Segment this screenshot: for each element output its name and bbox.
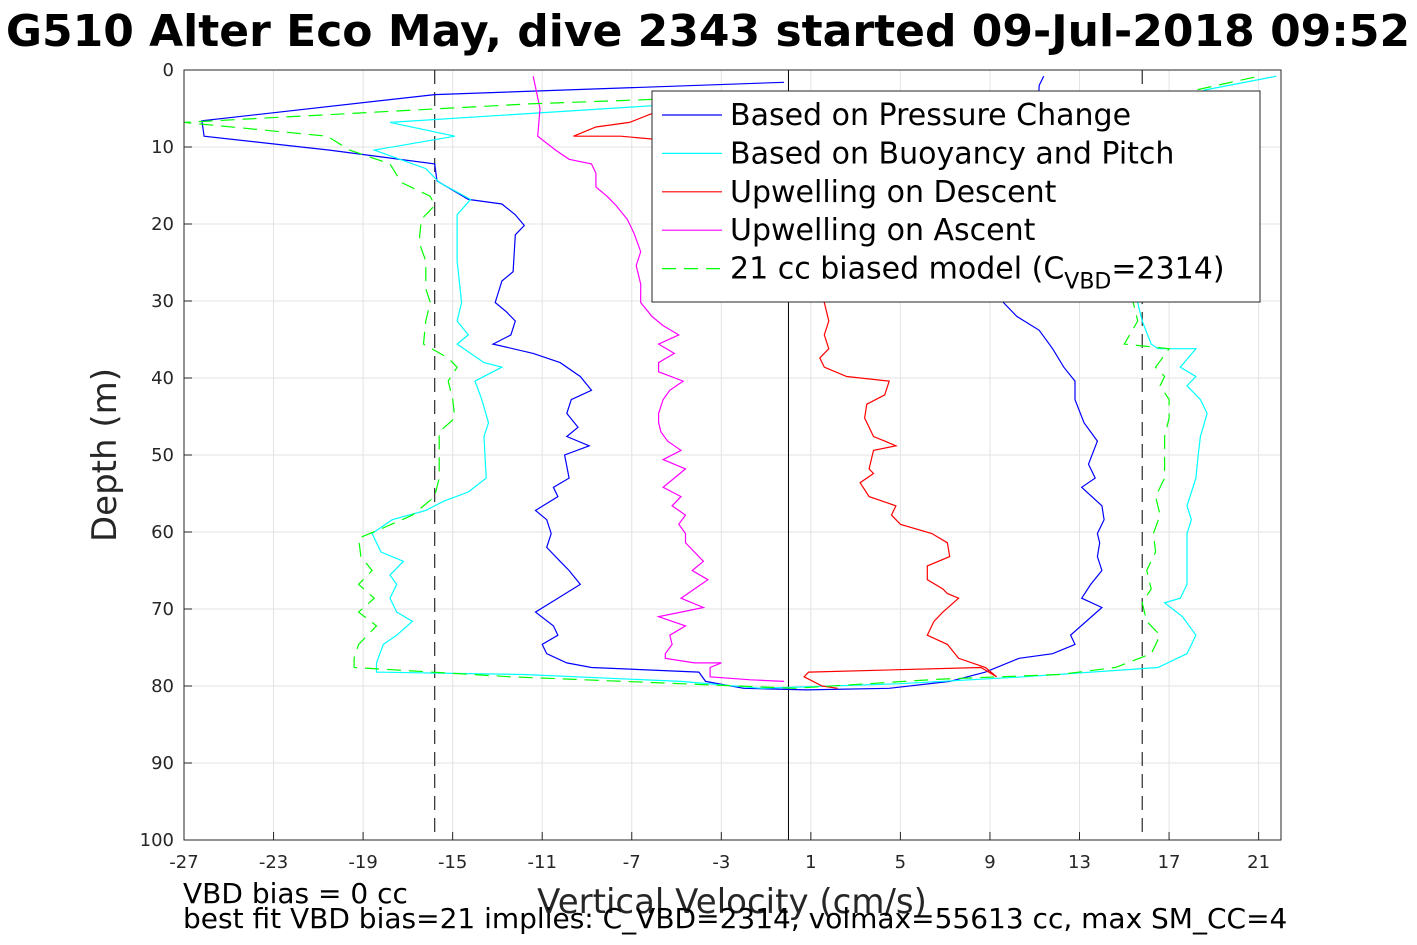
y-tick-label: 100 [140, 830, 174, 851]
footer-best-fit: best fit VBD bias=21 implies: C_VBD=2314… [183, 902, 1287, 935]
y-axis-label: Depth (m) [85, 368, 125, 542]
series-line-1 [201, 75, 1105, 691]
data-series [183, 75, 1277, 691]
x-axis-label: Vertical Velocity (cm/s) [537, 882, 927, 922]
y-tick-label: 60 [151, 522, 174, 543]
x-tick-label: 17 [1158, 852, 1181, 873]
y-tick-label: 30 [151, 291, 174, 312]
legend-label-3: Upwelling on Descent [730, 175, 1057, 210]
y-tick-label: 40 [151, 368, 174, 389]
y-tick-label: 70 [151, 599, 174, 620]
x-tick-label: 9 [984, 852, 995, 873]
y-tick-label: 90 [151, 753, 174, 774]
axis-ticks: -27 -23 -19 -15 -11 -7 -3 1 5 9 13 17 21 0 10 20 30 40 50 6… [140, 60, 1270, 873]
y-tick-label: 50 [151, 445, 174, 466]
legend-label-5: 21 cc biased model (CVBD=2314) [730, 252, 1225, 295]
series-line-3 [573, 103, 998, 689]
legend-label-4: Upwelling on Ascent [730, 213, 1036, 248]
x-tick-label: 5 [895, 852, 906, 873]
x-tick-label: -27 [169, 852, 198, 873]
y-tick-label: 80 [151, 676, 174, 697]
x-tick-label: 13 [1068, 852, 1091, 873]
x-tick-label: -23 [259, 852, 288, 873]
y-tick-label: 0 [163, 60, 174, 81]
chart-title: G510 Alter Eco May, dive 2343 started 09… [6, 6, 1410, 57]
legend-label-2: Based on Buoyancy and Pitch [730, 136, 1174, 171]
x-tick-label: 21 [1247, 852, 1270, 873]
y-tick-label: 10 [151, 137, 174, 158]
legend-label-1: Based on Pressure Change [730, 98, 1131, 133]
y-tick-label: 20 [151, 214, 174, 235]
series-line-5 [183, 75, 1259, 689]
series-line-4 [532, 76, 785, 682]
x-tick-label: -3 [712, 852, 730, 873]
x-tick-label: -19 [348, 852, 377, 873]
x-tick-label: -7 [623, 852, 641, 873]
legend-box [651, 90, 1261, 303]
x-tick-label: 1 [805, 852, 816, 873]
x-tick-label: -11 [528, 852, 557, 873]
x-tick-label: -15 [438, 852, 467, 873]
footer-vbd-bias: VBD bias = 0 cc [183, 877, 408, 910]
